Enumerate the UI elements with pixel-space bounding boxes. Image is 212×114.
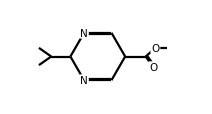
Text: N: N bbox=[80, 76, 88, 86]
Text: N: N bbox=[80, 28, 88, 38]
Text: O: O bbox=[151, 43, 159, 53]
Text: O: O bbox=[149, 63, 157, 73]
